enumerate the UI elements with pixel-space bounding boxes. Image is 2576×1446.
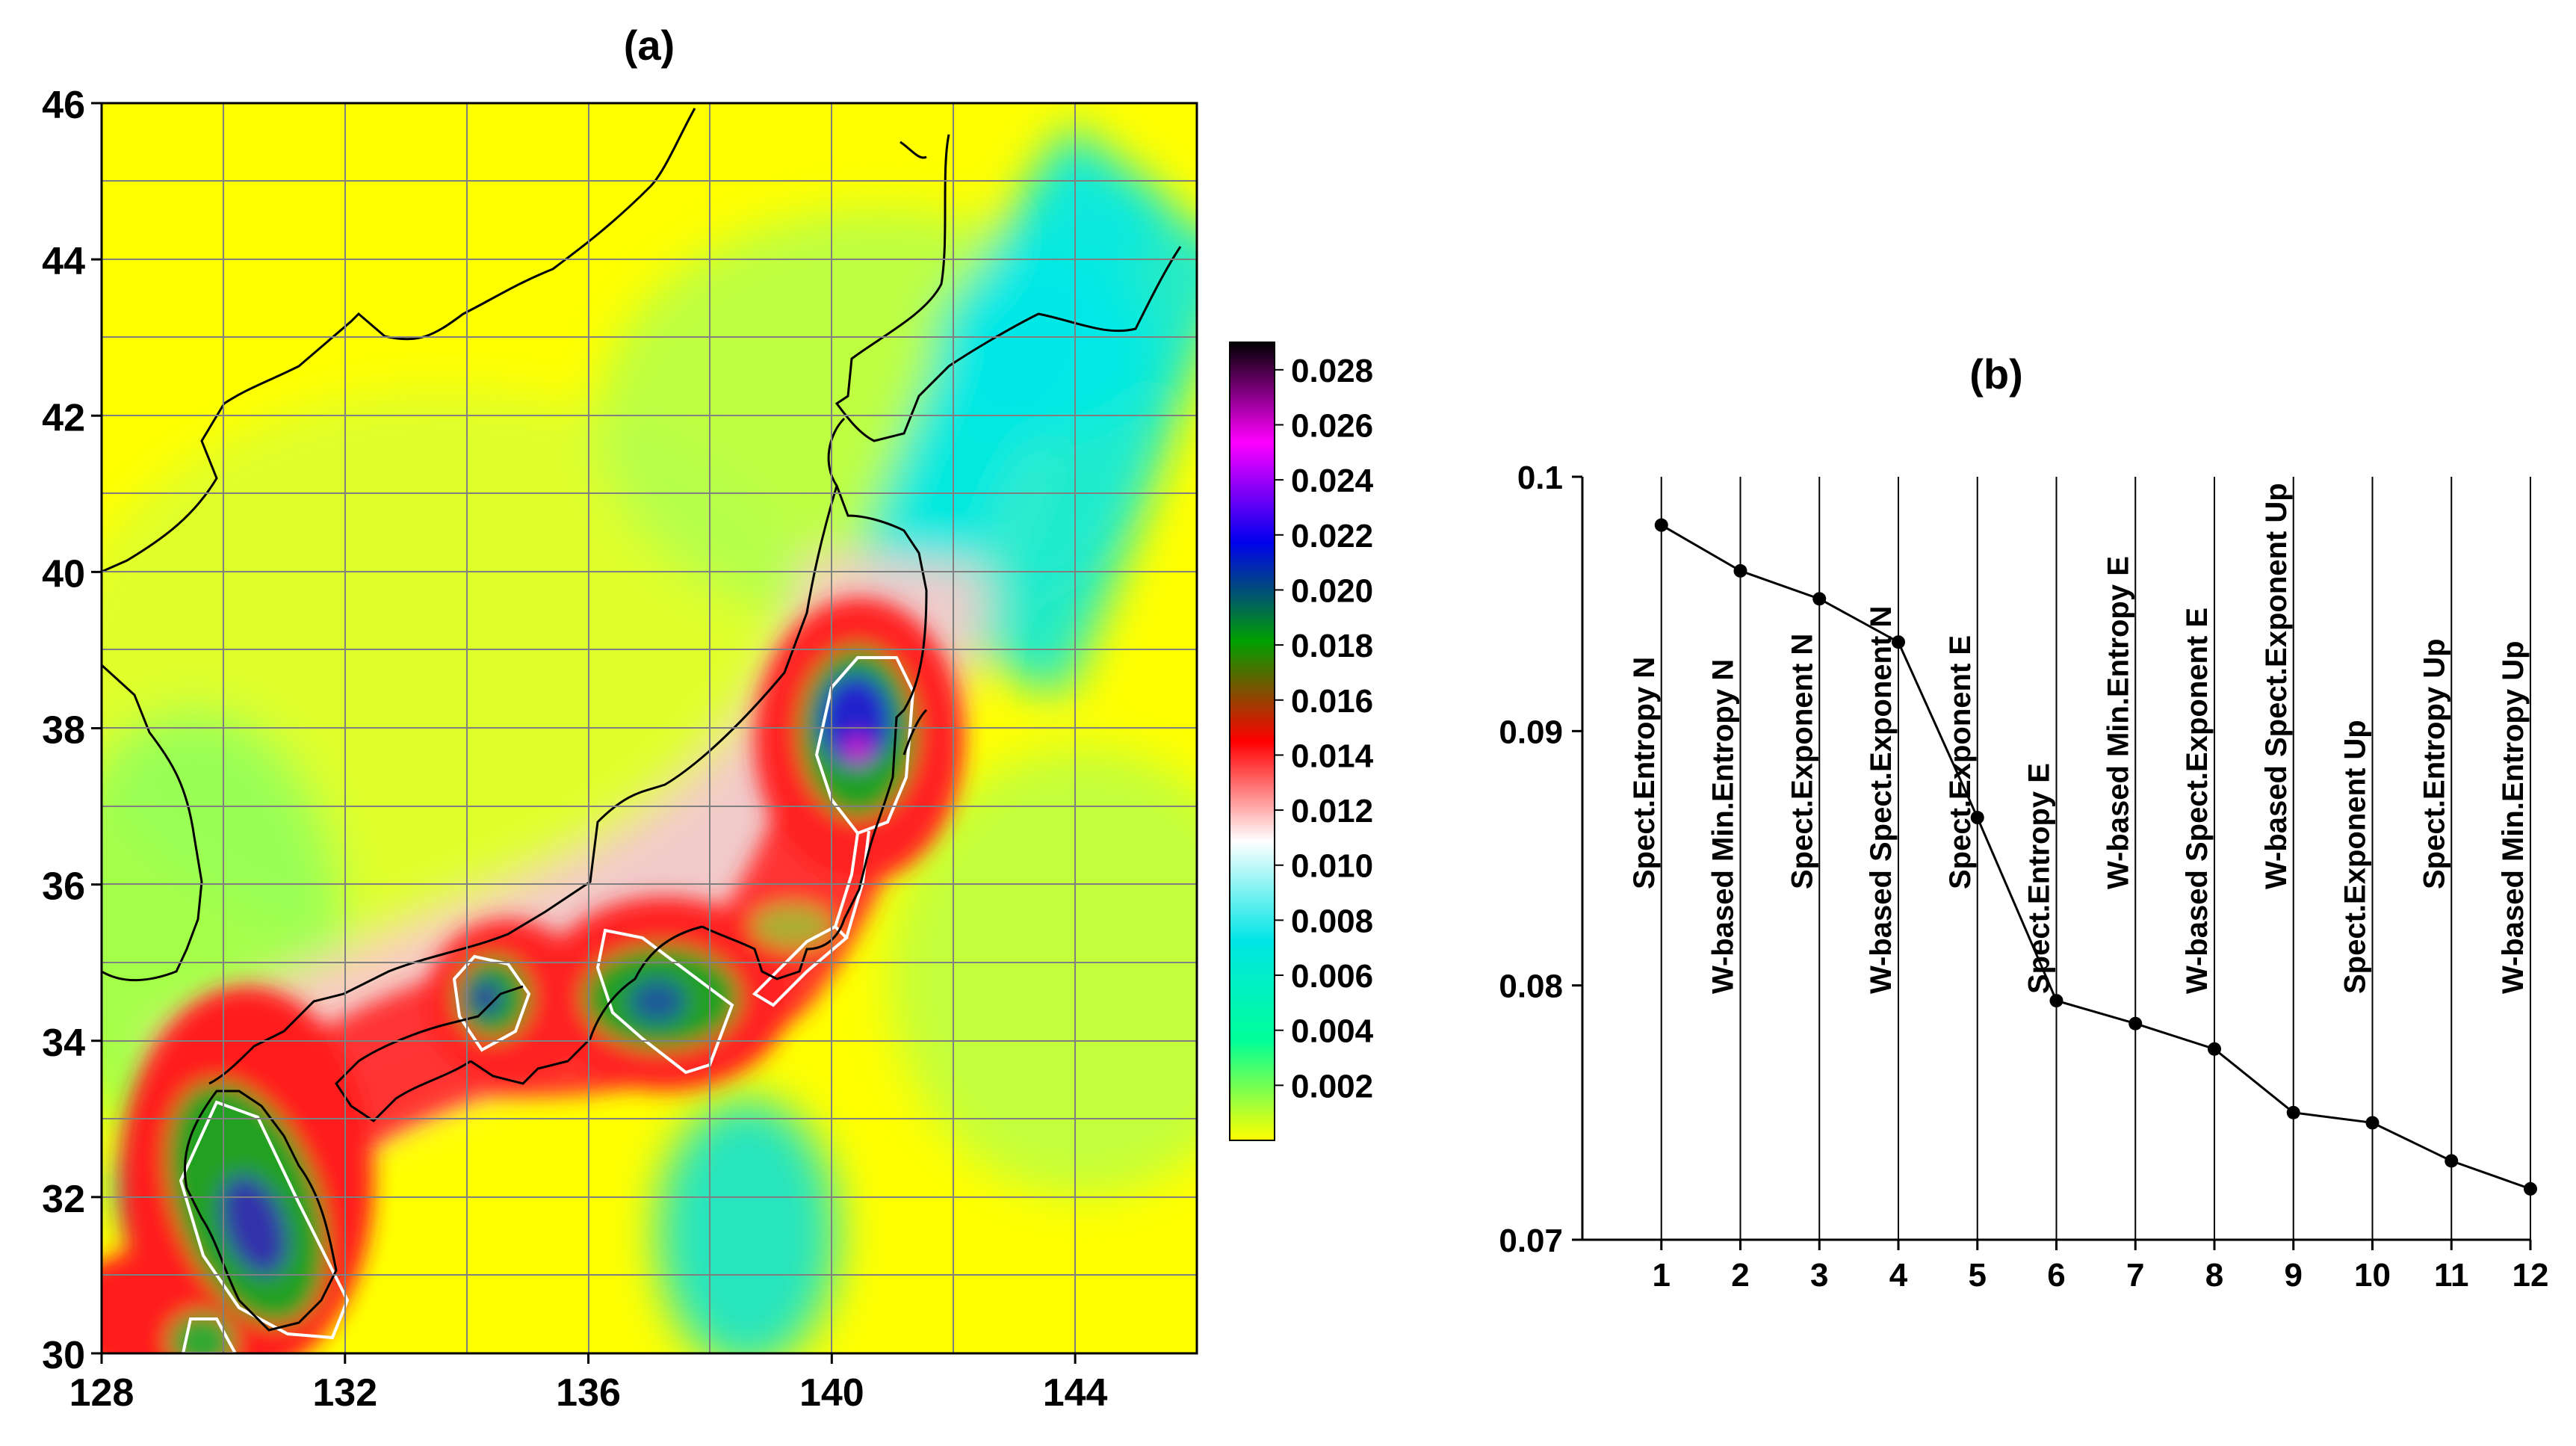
point-label: Spect.Exponent Up <box>2339 720 2372 994</box>
y-tick-label: 0.08 <box>1499 968 1563 1005</box>
colorbar-tick-label: 0.026 <box>1291 407 1373 444</box>
colorbar-tick-label: 0.022 <box>1291 518 1373 554</box>
data-point <box>1812 592 1827 606</box>
y-tick-label: 0.1 <box>1517 460 1563 496</box>
map-x-axis: 128 132 136 140 144 <box>69 1353 1108 1415</box>
colorbar-gradient <box>1229 342 1275 1141</box>
point-label: W-based Spect.Exponent N <box>1865 606 1898 994</box>
colorbar-tick-label: 0.002 <box>1291 1068 1373 1104</box>
map-x-tick-label: 144 <box>1043 1371 1108 1415</box>
map-x-tick-label: 136 <box>556 1371 621 1415</box>
panel-b-label: (b) <box>1969 350 2023 398</box>
data-point <box>1654 518 1668 532</box>
x-tick-label: 9 <box>2285 1257 2303 1294</box>
x-tick-label: 2 <box>1731 1257 1749 1294</box>
panel-b: (b) 0.07 0.08 0.09 0.1 1 Spect.Entropy N 2 W-ba… <box>1499 350 2548 1294</box>
colorbar-tick-label: 0.012 <box>1291 793 1373 829</box>
colorbar-tick-label: 0.024 <box>1291 463 1374 499</box>
map-y-tick-label: 46 <box>42 84 85 127</box>
x-tick-label: 12 <box>2512 1257 2549 1294</box>
colorbar-tick-label: 0.008 <box>1291 903 1373 939</box>
data-point <box>2524 1181 2537 1196</box>
coastlines <box>102 108 1182 1332</box>
point-label: Spect.Entropy Up <box>2418 638 2450 889</box>
point-label: Spect.Entropy N <box>1628 657 1661 889</box>
y-tick-label: 0.07 <box>1499 1223 1563 1259</box>
point-label: Spect.Entropy E <box>2023 763 2056 994</box>
data-point <box>1892 635 1905 649</box>
x-tick-label: 11 <box>2434 1257 2469 1294</box>
map-y-tick-label: 42 <box>42 396 85 439</box>
colorbar-tick-label: 0.018 <box>1291 628 1373 664</box>
data-point <box>1970 811 1984 825</box>
colorbar-tick-label: 0.020 <box>1291 572 1373 609</box>
series-line <box>1660 524 2531 1190</box>
map-y-tick-label: 40 <box>42 552 85 596</box>
point-label: W-based Min.Entropy E <box>2102 556 2134 889</box>
x-tick-label: 8 <box>2205 1257 2223 1294</box>
map-y-tick-label: 38 <box>42 709 85 753</box>
data-point <box>1733 563 1747 578</box>
colorbar: 0.028 0.026 0.024 0.022 0.020 0.018 0.016 0.014… <box>1229 342 1374 1141</box>
point-label: W-based Min.Entropy N <box>1707 659 1740 994</box>
line-chart: 0.07 0.08 0.09 0.1 1 Spect.Entropy N 2 W-based … <box>1499 460 2548 1294</box>
panel-a: (a) <box>42 22 1373 1415</box>
x-tick-label: 5 <box>1969 1257 1987 1294</box>
point-label: Spect.Exponent N <box>1786 634 1818 889</box>
y-tick-label: 0.09 <box>1499 714 1563 750</box>
panel-a-label: (a) <box>624 22 675 69</box>
colorbar-tick-label: 0.006 <box>1291 958 1373 995</box>
contour-lines <box>179 656 915 1353</box>
data-point <box>2445 1154 2459 1168</box>
map-y-tick-label: 44 <box>42 240 85 283</box>
map-y-tick-label: 36 <box>42 865 85 909</box>
map-plot-area <box>102 103 1197 1353</box>
map-y-tick-label: 34 <box>42 1022 85 1065</box>
map-x-tick-label: 132 <box>312 1371 377 1415</box>
map-x-tick-label: 140 <box>799 1371 864 1415</box>
point-label: W-based Spect.Exponent E <box>2181 608 2214 994</box>
map-y-tick-label: 32 <box>42 1178 85 1221</box>
colorbar-ticks: 0.028 0.026 0.024 0.022 0.020 0.018 0.016 0.014… <box>1275 353 1374 1104</box>
data-point <box>2128 1016 2143 1031</box>
point-label: Spect.Exponent E <box>1944 635 1977 889</box>
x-tick-label: 10 <box>2354 1257 2391 1294</box>
point-label: W-based Spect.Exponent Up <box>2260 483 2293 889</box>
point-label: W-based Min.Entropy Up <box>2497 640 2530 994</box>
map-y-tick-label: 30 <box>42 1334 85 1377</box>
colorbar-tick-label: 0.014 <box>1291 738 1374 774</box>
data-point <box>2208 1042 2221 1056</box>
map-y-axis: 30 32 34 36 38 40 42 44 46 <box>42 84 102 1377</box>
x-tick-label: 7 <box>2126 1257 2144 1294</box>
data-point <box>2286 1105 2300 1119</box>
x-tick-label: 1 <box>1653 1257 1671 1294</box>
data-point <box>2365 1116 2380 1130</box>
data-point <box>2049 994 2063 1008</box>
colorbar-tick-label: 0.004 <box>1291 1013 1374 1050</box>
colorbar-tick-label: 0.028 <box>1291 353 1373 389</box>
x-tick-label: 3 <box>1810 1257 1828 1294</box>
colorbar-tick-label: 0.010 <box>1291 848 1373 885</box>
field-layer-smooth <box>102 126 1197 1353</box>
x-tick-label: 4 <box>1889 1257 1908 1294</box>
x-tick-label: 6 <box>2047 1257 2065 1294</box>
map-grid <box>102 103 1197 1353</box>
colorbar-tick-label: 0.016 <box>1291 683 1373 720</box>
map-x-tick-label: 128 <box>69 1371 134 1415</box>
